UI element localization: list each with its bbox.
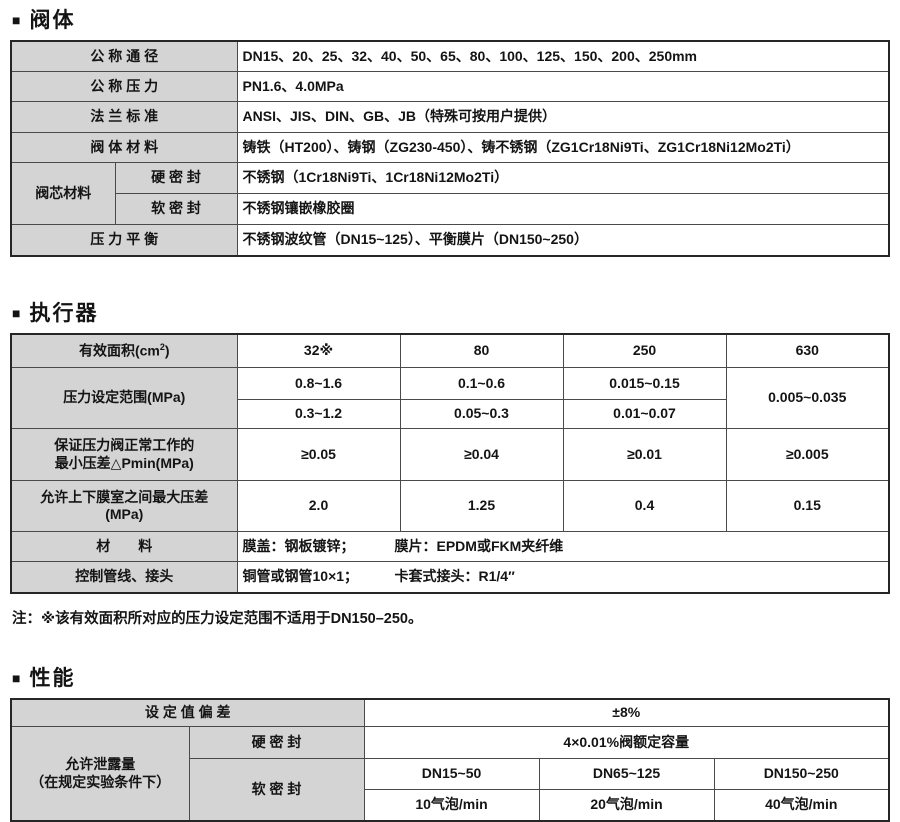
value-setpoint-deviation: ±8% — [363, 698, 890, 727]
section-title-text: 执行器 — [29, 302, 99, 325]
label-nominal-diameter: 公 称 通 径 — [10, 40, 238, 72]
area-value-cell: 80 — [399, 333, 564, 368]
soft-seal-dn-cell: DN15~50 — [363, 758, 540, 790]
table-row: 有效面积(cm2) 32※ 80 250 630 — [10, 333, 890, 368]
area-value-cell: 630 — [725, 333, 890, 368]
value-hard-seal-perf: 4×0.01%阀额定容量 — [363, 726, 890, 759]
max-diff-cell: 2.0 — [236, 480, 401, 532]
table-row: 阀芯材料 硬 密 封 不锈钢（1Cr18Ni9Ti、1Cr18Ni12Mo2Ti… — [10, 162, 890, 225]
piping-fitting: 卡套式接头：R1/4″ — [394, 568, 515, 585]
material-cover: 膜盖：钢板镀锌； — [242, 537, 355, 554]
section-valve-body: ■ 阀体 公 称 通 径 DN15、20、25、32、40、50、65、80、1… — [10, 4, 890, 257]
pressure-range-merged-cell: 0.005~0.035 — [725, 367, 890, 429]
value-nominal-diameter: DN15、20、25、32、40、50、65、80、100、125、150、20… — [236, 40, 890, 72]
max-diff-line2: (MPa) — [105, 506, 144, 522]
table-row: 阀 体 材 料 铸铁（HT200）、铸钢（ZG230-450）、铸不锈钢（ZG1… — [10, 132, 890, 163]
section-bullet-icon: ■ — [12, 670, 21, 686]
max-diff-line1: 允许上下膜室之间最大压差 — [40, 488, 209, 505]
table-row: 控制管线、接头 铜管或钢管10×1； 卡套式接头：R1/4″ — [10, 561, 890, 594]
label-max-pressure-diff: 允许上下膜室之间最大压差 (MPa) — [10, 480, 238, 532]
effective-area-sup: 2 — [159, 341, 165, 352]
label-material: 材 料 — [10, 531, 238, 562]
table-row: 设 定 值 偏 差 ±8% — [10, 698, 890, 727]
area-value-cell: 250 — [562, 333, 727, 368]
max-diff-cell: 1.25 — [399, 480, 564, 532]
min-diff-cell: ≥0.05 — [236, 428, 401, 481]
label-nominal-pressure: 公 称 压 力 — [10, 71, 238, 102]
section-bullet-icon: ■ — [12, 12, 21, 28]
label-hard-seal: 硬 密 封 — [114, 162, 238, 194]
label-control-piping: 控制管线、接头 — [10, 561, 238, 594]
piping-tube: 铜管或钢管10×1； — [242, 568, 359, 585]
section-title-text: 性能 — [29, 667, 76, 690]
section-title-text: 阀体 — [29, 9, 76, 32]
material-diaphragm: 膜片：EPDM或FKM夹纤维 — [394, 537, 564, 554]
leakage-line2: （在规定实验条件下） — [30, 773, 171, 790]
table-row: 保证压力阀正常工作的 最小压差△Pmin(MPa) ≥0.05 ≥0.04 ≥0.… — [10, 428, 890, 481]
value-flange-standard: ANSI、JIS、DIN、GB、JB（特殊可按用户提供） — [236, 101, 890, 133]
section-actuator: ■ 执行器 有效面积(cm2) 32※ 80 250 630 压力设定范围(MP… — [10, 297, 890, 628]
label-setpoint-deviation: 设 定 值 偏 差 — [10, 698, 365, 727]
value-control-piping: 铜管或钢管10×1； 卡套式接头：R1/4″ — [236, 561, 890, 594]
min-diff-cell: ≥0.04 — [399, 428, 564, 481]
table-row: 公 称 压 力 PN1.6、4.0MPa — [10, 71, 890, 102]
pressure-range-cell: 0.015~0.15 — [562, 367, 727, 400]
label-min-pressure-diff: 保证压力阀正常工作的 最小压差△Pmin(MPa) — [10, 428, 238, 481]
soft-seal-rate-cell: 20气泡/min — [538, 789, 715, 822]
soft-seal-rate-cell: 10气泡/min — [363, 789, 540, 822]
label-hard-seal-perf: 硬 密 封 — [188, 726, 365, 759]
effective-area-text: 有效面积(cm — [78, 342, 160, 359]
label-body-material: 阀 体 材 料 — [10, 132, 238, 163]
table-row: 压 力 平 衡 不锈钢波纹管（DN15~125）、平衡膜片（DN150~250） — [10, 224, 890, 257]
performance-table: 设 定 值 偏 差 ±8% 允许泄露量 （在规定实验条件下） 硬 密 封 4×0.… — [10, 698, 890, 822]
max-diff-cell: 0.4 — [562, 480, 727, 532]
table-row: 材 料 膜盖：钢板镀锌； 膜片：EPDM或FKM夹纤维 — [10, 531, 890, 562]
value-body-material: 铸铁（HT200）、铸钢（ZG230-450）、铸不锈钢（ZG1Cr18Ni9T… — [236, 132, 890, 163]
actuator-table: 有效面积(cm2) 32※ 80 250 630 压力设定范围(MPa) 0.8… — [10, 333, 890, 594]
footnote: 注：※该有效面积所对应的压力设定范围不适用于DN150–250。 — [12, 611, 423, 627]
effective-area-close: ) — [164, 342, 170, 359]
section-bullet-icon: ■ — [12, 305, 21, 321]
label-soft-seal-perf: 软 密 封 — [188, 758, 365, 822]
label-flange-standard: 法 兰 标 准 — [10, 101, 238, 133]
table-row: 允许泄露量 （在规定实验条件下） 硬 密 封 4×0.01%阀额定容量 — [10, 726, 890, 822]
value-pressure-balance: 不锈钢波纹管（DN15~125）、平衡膜片（DN150~250） — [236, 224, 890, 257]
min-diff-cell: ≥0.005 — [725, 428, 890, 481]
area-value-cell: 32※ — [236, 333, 401, 368]
section-title-actuator: ■ 执行器 — [12, 297, 890, 327]
label-pressure-range: 压力设定范围(MPa) — [10, 367, 238, 429]
table-row: 压力设定范围(MPa) 0.8~1.6 0.1~0.6 0.015~0.15 0… — [10, 367, 890, 429]
pressure-range-cell: 0.1~0.6 — [399, 367, 564, 400]
soft-seal-dn-cell: DN150~250 — [713, 758, 890, 790]
soft-seal-rate-cell: 40气泡/min — [713, 789, 890, 822]
min-diff-line2: 最小压差△Pmin(MPa) — [54, 454, 194, 471]
min-diff-cell: ≥0.01 — [562, 428, 727, 481]
label-allowable-leakage: 允许泄露量 （在规定实验条件下） — [10, 726, 190, 822]
value-soft-seal: 不锈钢镶嵌橡胶圈 — [236, 193, 890, 225]
label-pressure-balance: 压 力 平 衡 — [10, 224, 238, 257]
label-effective-area: 有效面积(cm2) — [10, 333, 238, 368]
section-title-valve-body: ■ 阀体 — [12, 4, 890, 34]
label-trim-material-group: 阀芯材料 — [10, 162, 116, 225]
table-row: 0.3~1.2 0.05~0.3 0.01~0.07 — [11, 399, 889, 429]
pressure-range-cell: 0.8~1.6 — [236, 367, 401, 400]
table-row: 允许上下膜室之间最大压差 (MPa) 2.0 1.25 0.4 0.15 — [10, 480, 890, 532]
table-row: 法 兰 标 准 ANSI、JIS、DIN、GB、JB（特殊可按用户提供） — [10, 101, 890, 133]
label-soft-seal: 软 密 封 — [114, 193, 238, 225]
value-hard-seal: 不锈钢（1Cr18Ni9Ti、1Cr18Ni12Mo2Ti） — [236, 162, 890, 194]
table-row: 软 密 封 不锈钢镶嵌橡胶圈 — [11, 193, 890, 225]
min-diff-line1: 保证压力阀正常工作的 — [54, 437, 195, 453]
valve-body-table: 公 称 通 径 DN15、20、25、32、40、50、65、80、100、12… — [10, 40, 890, 257]
max-diff-cell: 0.15 — [725, 480, 890, 532]
soft-seal-dn-cell: DN65~125 — [538, 758, 715, 790]
pressure-range-cell: 0.05~0.3 — [399, 399, 564, 429]
value-material: 膜盖：钢板镀锌； 膜片：EPDM或FKM夹纤维 — [236, 531, 890, 562]
section-title-performance: ■ 性能 — [12, 662, 890, 692]
table-row: 公 称 通 径 DN15、20、25、32、40、50、65、80、100、12… — [10, 40, 890, 72]
value-nominal-pressure: PN1.6、4.0MPa — [236, 71, 890, 102]
pressure-range-cell: 0.3~1.2 — [236, 399, 401, 429]
section-performance: ■ 性能 设 定 值 偏 差 ±8% 允许泄露量 （在规定实验条件下） 硬 密 封… — [10, 662, 890, 822]
pressure-range-cell: 0.01~0.07 — [562, 399, 727, 429]
